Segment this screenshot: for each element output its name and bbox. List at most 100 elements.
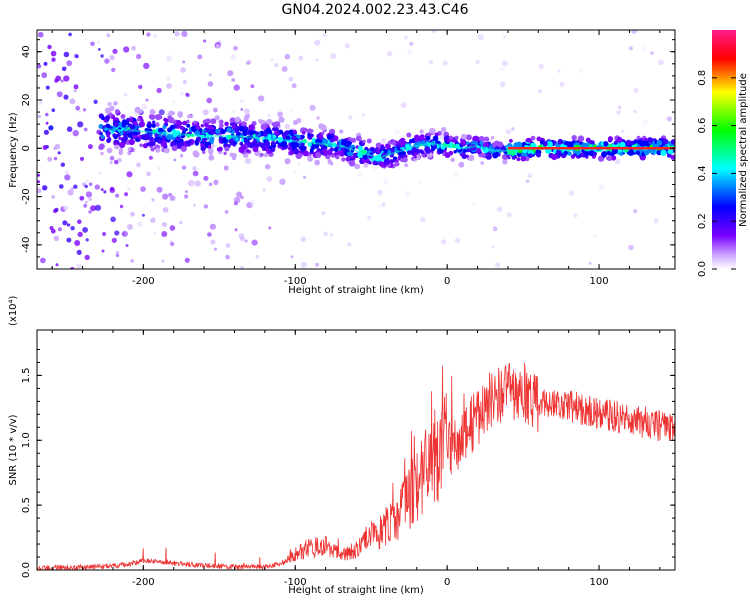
spectrogram-speckle bbox=[85, 238, 89, 242]
spectrogram-speckle bbox=[506, 212, 512, 218]
spectrogram-speckle bbox=[207, 232, 212, 237]
spectrogram-speckle bbox=[73, 89, 77, 93]
spectrogram-cell bbox=[187, 139, 192, 144]
spectrogram-cell bbox=[205, 118, 211, 125]
spectrogram-cell bbox=[413, 157, 417, 162]
spectrogram-speckle bbox=[40, 257, 46, 264]
spectrogram-speckle bbox=[169, 195, 176, 202]
spectrogram-speckle bbox=[240, 236, 245, 242]
spectrogram-cell bbox=[292, 148, 300, 155]
spectrogram-speckle bbox=[137, 221, 143, 227]
spectrogram-cell bbox=[394, 161, 400, 167]
spectrogram-speckle bbox=[76, 263, 82, 269]
spectrogram-speckle bbox=[616, 110, 621, 115]
spectrogram-cell bbox=[196, 125, 201, 130]
spectrogram-speckle bbox=[124, 192, 129, 197]
spectrogram-speckle bbox=[67, 223, 71, 227]
spectrogram-cell bbox=[345, 156, 351, 162]
spectrogram-cell bbox=[335, 154, 340, 160]
spectrogram-cell bbox=[202, 150, 206, 154]
spectrogram-cell bbox=[383, 149, 388, 154]
spectrogram-cell bbox=[122, 119, 127, 124]
spectrogram-cell bbox=[420, 150, 425, 155]
spectrogram-cell bbox=[530, 135, 536, 141]
spectrogram-cell bbox=[168, 110, 174, 116]
spectrogram-cell bbox=[513, 154, 517, 159]
spectrogram-cell bbox=[129, 118, 134, 123]
spectrogram-cell bbox=[104, 107, 112, 114]
spectrogram-cell bbox=[289, 150, 294, 156]
snr-ylabel: SNR (10 * v/v) bbox=[8, 414, 19, 485]
spectrogram-cell bbox=[667, 148, 674, 155]
spectrogram-speckle bbox=[404, 191, 411, 198]
spectrogram-speckle bbox=[51, 195, 56, 199]
spectrogram-speckle bbox=[633, 87, 639, 94]
spectrogram-speckle bbox=[140, 186, 146, 192]
spectrogram-speckle bbox=[75, 105, 81, 111]
spectrogram-cell bbox=[606, 150, 611, 156]
spectrogram-cell bbox=[402, 157, 408, 163]
spectrogram-cell bbox=[571, 135, 577, 141]
spectrogram-speckle bbox=[109, 161, 113, 165]
spectrogram-cell bbox=[656, 140, 663, 146]
spectrogram-cell bbox=[268, 145, 272, 150]
spectrogram-cell bbox=[387, 140, 392, 145]
y-tick-label: 1.0 bbox=[21, 432, 32, 448]
spectrogram-cell bbox=[322, 148, 327, 154]
spectrogram-cell bbox=[229, 152, 234, 157]
spectrogram-speckle bbox=[169, 225, 176, 231]
spectrogram-speckle bbox=[141, 213, 145, 217]
spectrogram-speckle bbox=[323, 231, 328, 237]
spectrogram-speckle bbox=[527, 173, 533, 179]
spectrogram-cell bbox=[292, 129, 297, 134]
spectrogram-cell bbox=[146, 142, 151, 147]
spectrogram-cell bbox=[563, 150, 568, 155]
spectrogram-cell bbox=[363, 155, 368, 160]
spectrogram-speckle bbox=[93, 99, 98, 105]
spectrogram-cell bbox=[326, 149, 332, 155]
spectrogram-cell bbox=[366, 138, 372, 144]
spectrogram-cell bbox=[450, 157, 455, 162]
spectrogram-cell bbox=[302, 150, 309, 157]
spectrogram-speckle bbox=[274, 63, 279, 68]
spectrogram-cell bbox=[119, 141, 126, 149]
spectrogram-speckle bbox=[505, 129, 511, 135]
snr-multiplier: (x10⁴) bbox=[8, 295, 19, 326]
snr-panel: -200 -100 0 100 0.0 0.5 1.0 1.5 Height of strai… bbox=[8, 295, 676, 596]
spectrogram-cell bbox=[354, 163, 359, 169]
spectrogram-cell bbox=[120, 136, 128, 143]
spectrogram-cell bbox=[260, 153, 264, 157]
spectrogram-speckle bbox=[170, 241, 175, 247]
spectrogram-cell bbox=[429, 127, 436, 134]
spectrogram-cell bbox=[404, 163, 409, 168]
spectrogram-speckle bbox=[45, 85, 50, 90]
spectrogram-cell bbox=[581, 142, 587, 148]
spectrogram-speckle bbox=[182, 80, 187, 84]
spectrogram-cell bbox=[231, 124, 237, 129]
spectrogram-cell bbox=[290, 132, 295, 137]
spectrogram-cell bbox=[167, 127, 172, 133]
spectrogram-speckle bbox=[166, 76, 171, 82]
spectrogram-speckle bbox=[135, 53, 142, 60]
spectrogram-speckle bbox=[121, 230, 128, 237]
spectrogram-cell bbox=[113, 135, 118, 140]
spectrogram-cell bbox=[214, 115, 220, 121]
spectrogram-speckle bbox=[161, 222, 167, 228]
spectrogram-cell bbox=[239, 141, 244, 146]
spectrogram-cell bbox=[346, 151, 352, 157]
spectrogram-speckle bbox=[37, 63, 42, 69]
spectrogram-speckle bbox=[666, 116, 672, 122]
spectrogram-cell bbox=[99, 131, 103, 136]
spectrogram-ylabel: Frequency (Hz) bbox=[8, 112, 19, 188]
spectrogram-cell bbox=[208, 154, 215, 161]
spectrogram-cell bbox=[557, 138, 564, 145]
spectrogram-cell bbox=[407, 150, 412, 155]
spectrogram-cell bbox=[223, 151, 227, 156]
spectrogram-cell bbox=[303, 127, 308, 132]
spectrogram-cell bbox=[520, 155, 527, 162]
spectrogram-cell bbox=[656, 149, 662, 156]
spectrogram-cell bbox=[462, 148, 467, 153]
spectrogram-speckle bbox=[182, 60, 186, 64]
spectrogram-speckle bbox=[117, 157, 122, 163]
spectrogram-speckle bbox=[244, 108, 250, 115]
